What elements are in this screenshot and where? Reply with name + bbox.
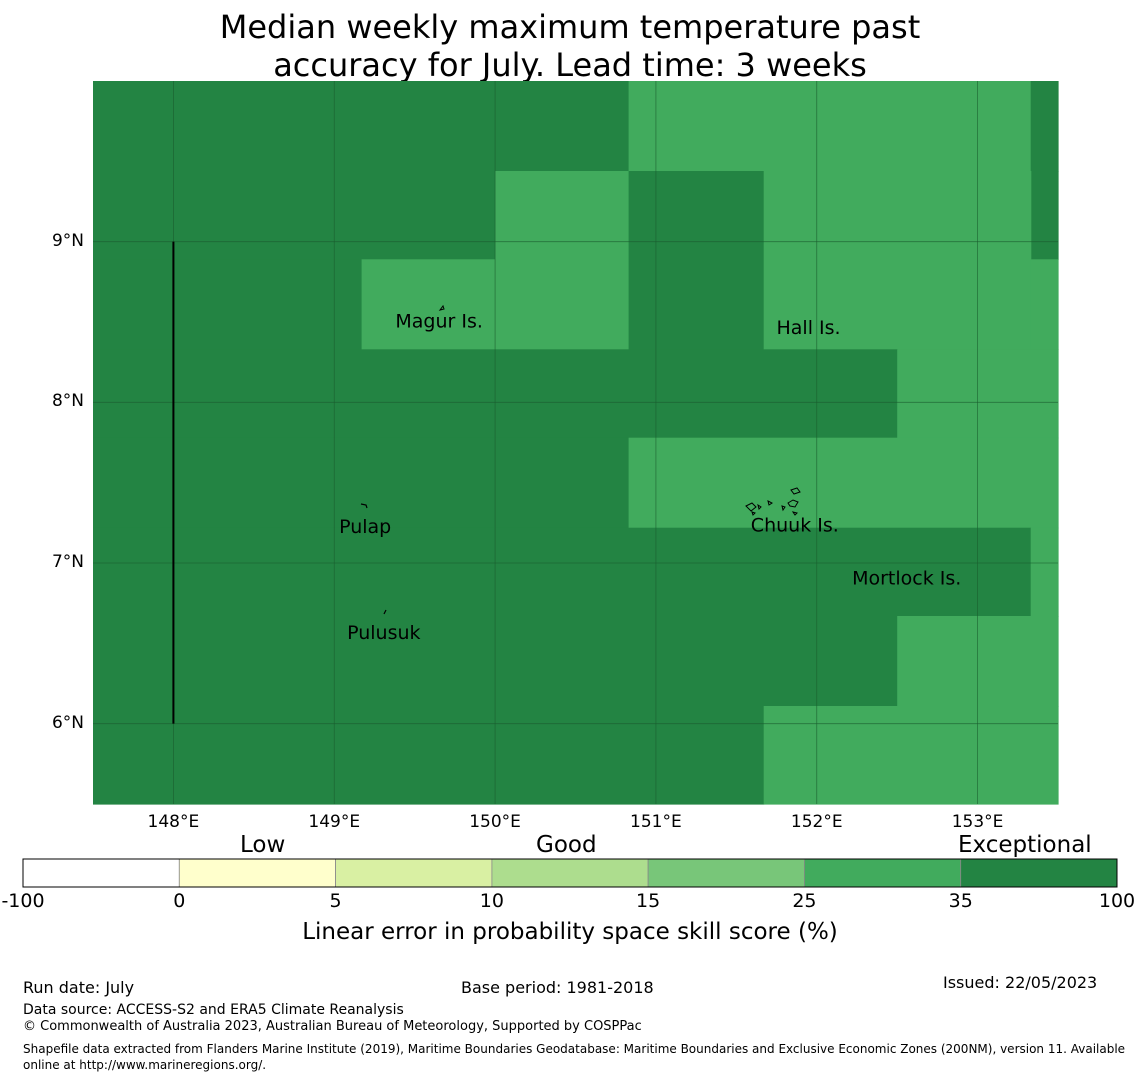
latitude-label: 6°N xyxy=(51,712,84,733)
map-title-line-1: Median weekly maximum temperature past xyxy=(219,8,921,46)
grid-cell-high xyxy=(628,81,1032,172)
longitude-label: 153°E xyxy=(951,812,1004,832)
colorbar-tick-label: 0 xyxy=(173,890,186,912)
latitude-label: 9°N xyxy=(51,230,84,251)
colorbar-bin xyxy=(804,858,962,888)
longitude-label: 150°E xyxy=(469,812,521,832)
magur-island-outline xyxy=(438,304,445,311)
skill-grid xyxy=(93,81,1059,805)
colorbar-tick-label: -100 xyxy=(1,890,45,912)
longitude-label: 151°E xyxy=(630,812,682,832)
latitude-label: 8°N xyxy=(51,391,84,412)
grid-cell-exceptional xyxy=(93,437,630,529)
grid-cell-high xyxy=(763,706,1059,805)
run-date: Run date: July xyxy=(23,978,135,997)
colorbar-bin xyxy=(178,858,337,888)
colorbar-bin xyxy=(335,858,493,888)
longitude-label: 148°E xyxy=(147,812,200,832)
place-label-mortlock-is: Mortlock Is. xyxy=(852,568,961,590)
grid-cell-exceptional xyxy=(93,259,363,350)
colorbar-tick-label: 25 xyxy=(792,890,817,912)
pulusuk-island-outline xyxy=(383,609,387,615)
colorbar-word-low: Low xyxy=(240,832,286,858)
grid-cell-high xyxy=(1030,259,1059,350)
chuuk-island-outline xyxy=(745,487,801,516)
longitude-label: 152°E xyxy=(790,812,843,832)
colorbar-bin xyxy=(491,858,649,888)
place-label-chuuk-is: Chuuk Is. xyxy=(751,515,839,537)
place-labels: Magur Is. Hall Is. Pulap Chuuk Is. Mortlock … xyxy=(339,311,961,645)
colorbar-label: Linear error in probability space skill … xyxy=(302,919,838,945)
grid-cell-high xyxy=(1030,527,1059,617)
colorbar-tick-label: 100 xyxy=(1098,890,1136,912)
colorbar-bin xyxy=(22,858,180,888)
grid-cell-exceptional xyxy=(1030,81,1059,172)
place-label-magur-is: Magur Is. xyxy=(395,311,483,333)
grid-cell-exceptional xyxy=(628,171,765,350)
colorbar-tick-label: 35 xyxy=(948,890,973,912)
map-title-line-2: accuracy for July. Lead time: 3 weeks xyxy=(273,46,867,84)
grid-cell-high xyxy=(361,259,496,350)
colorbar-bin xyxy=(960,858,1118,888)
grid-cell-exceptional xyxy=(93,171,496,260)
longitude-label: 149°E xyxy=(308,812,361,832)
grid-cell-high xyxy=(763,171,1032,350)
base-period: Base period: 1981-2018 xyxy=(461,978,654,997)
grid-cell-high xyxy=(495,171,630,350)
colorbar-tick-label: 5 xyxy=(329,890,342,912)
pulap-island-outline xyxy=(360,503,368,509)
colorbar-word-exceptional: Exceptional xyxy=(958,832,1092,858)
grid-cell-exceptional xyxy=(93,706,765,805)
island-outlines xyxy=(360,304,801,615)
copyright: © Commonwealth of Australia 2023, Austra… xyxy=(23,1019,642,1034)
data-source: Data source: ACCESS-S2 and ERA5 Climate … xyxy=(23,1002,404,1018)
colorbar-tick-label: 10 xyxy=(479,890,504,912)
place-label-hall-is: Hall Is. xyxy=(777,317,841,339)
place-label-pulusuk: Pulusuk xyxy=(347,622,420,644)
colorbar-tick-label: 15 xyxy=(636,890,661,912)
shapefile-credit: Shapefile data extracted from Flanders M… xyxy=(23,1042,1126,1072)
grid-cell-exceptional xyxy=(93,527,1032,617)
colorbar xyxy=(22,858,1118,888)
colorbar-word-good: Good xyxy=(536,832,597,858)
grid-cell-exceptional xyxy=(93,81,630,172)
issued-date: Issued: 22/05/2023 xyxy=(943,973,1098,992)
grid-cell-exceptional xyxy=(1030,171,1059,260)
grid-cell-high xyxy=(628,437,1059,529)
place-label-pulap: Pulap xyxy=(339,516,391,538)
colorbar-bin xyxy=(647,858,805,888)
latitude-label: 7°N xyxy=(51,552,84,572)
